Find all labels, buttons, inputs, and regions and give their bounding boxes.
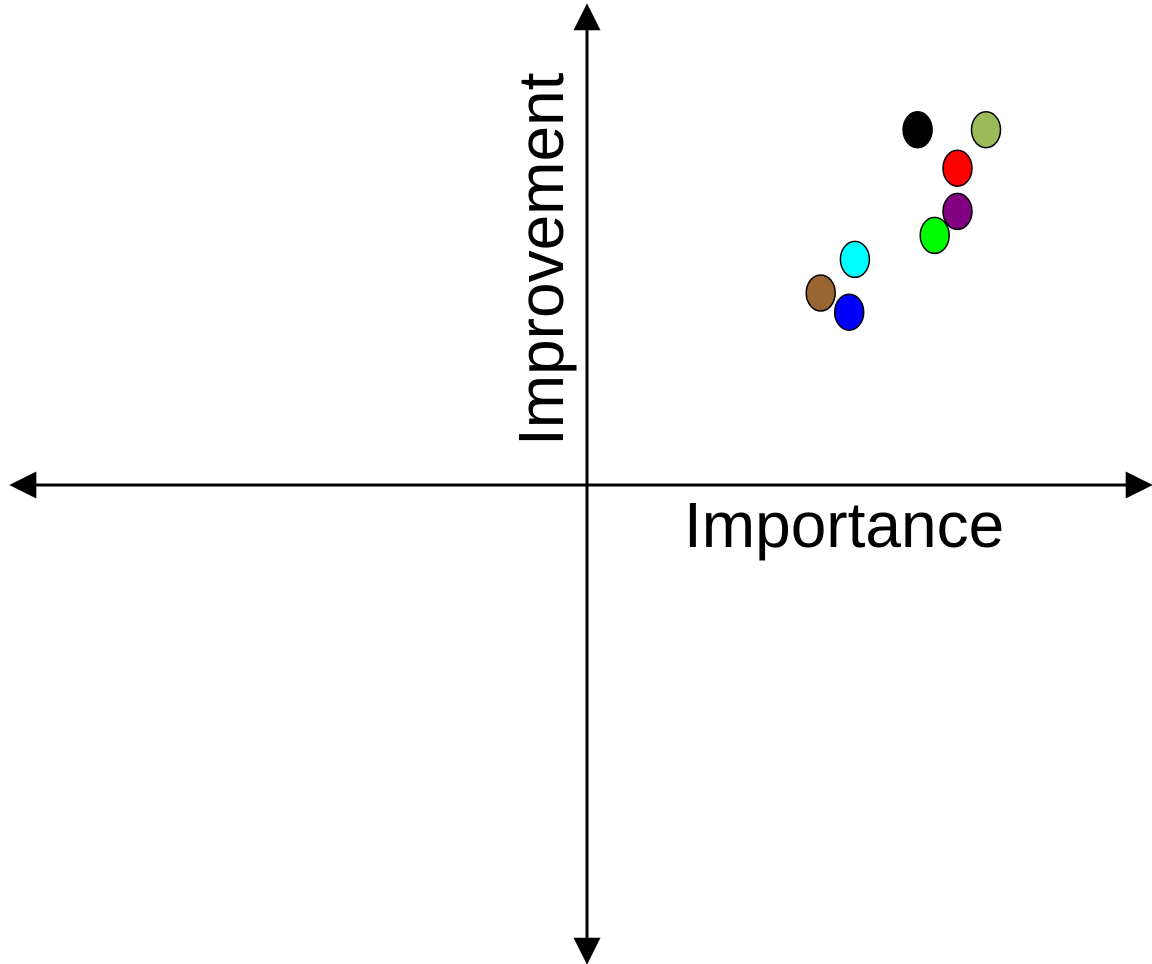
data-point bbox=[942, 149, 973, 187]
y-axis-label: Improvement bbox=[505, 72, 577, 446]
data-point bbox=[970, 111, 1002, 149]
data-point bbox=[833, 293, 865, 331]
data-point bbox=[805, 274, 836, 312]
data-point bbox=[839, 240, 871, 279]
data-point bbox=[919, 216, 950, 255]
data-point bbox=[942, 192, 973, 231]
data-point bbox=[902, 111, 933, 149]
x-axis-label: Importance bbox=[684, 489, 1004, 561]
data-points bbox=[805, 111, 1002, 331]
